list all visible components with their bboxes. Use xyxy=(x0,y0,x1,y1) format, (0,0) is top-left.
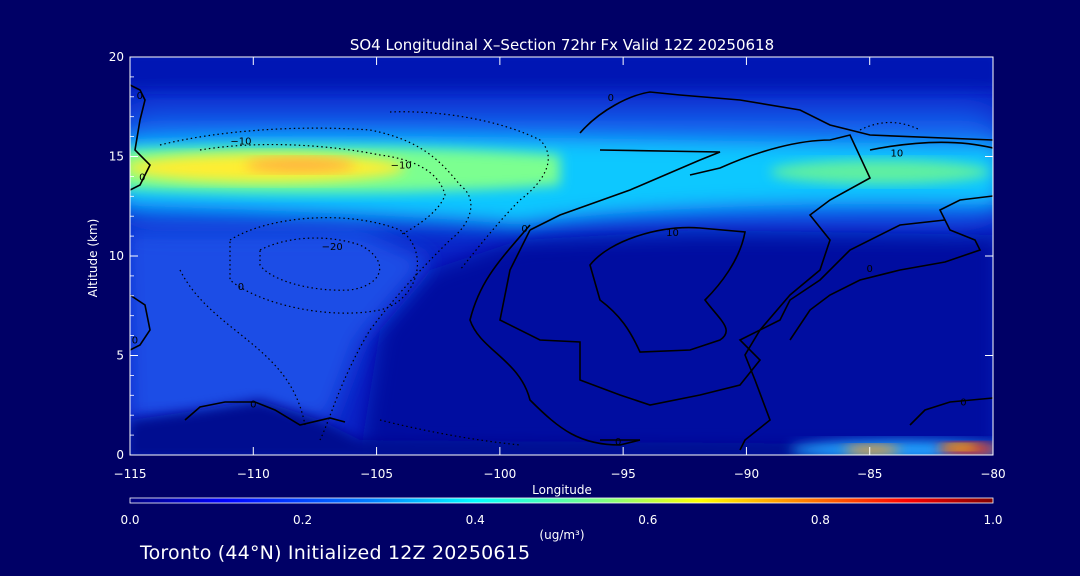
contour-neg-mid xyxy=(199,143,446,236)
concentration-field: 0 0 −10 −10 −20 0 0 10 10 0 0 0 0 0 0 xyxy=(130,57,993,455)
colorbar-tick-label: 1.0 xyxy=(983,513,1002,527)
y-axis-label: Altitude (km) xyxy=(86,219,100,298)
forecast-caption: Toronto (44°N) Initialized 12Z 20250615 xyxy=(140,542,531,564)
surface-hot-3 xyxy=(942,444,978,450)
x-axis: −115 −110 −105 −100 −95 −90 −85 −80 xyxy=(114,57,1006,481)
chart-title: SO4 Longitudinal X–Section 72hr Fx Valid… xyxy=(350,36,774,54)
contour-inner-core xyxy=(589,226,746,353)
contour-label: 0 xyxy=(521,224,527,235)
contour-label: 0 xyxy=(615,437,621,448)
x-tick-label: −85 xyxy=(857,467,882,481)
contour-labels: 0 0 −10 −10 −20 0 0 10 10 0 0 0 0 0 0 xyxy=(132,91,967,448)
colorbar: 0.0 0.2 0.4 0.6 0.8 1.0 (ug/m³) xyxy=(120,497,1003,542)
colorbar-tick-label: 0.4 xyxy=(466,513,485,527)
x-tick-label: −90 xyxy=(734,467,759,481)
y-tick-label: 0 xyxy=(116,448,124,462)
band-orange xyxy=(245,158,355,172)
contour-ten-north xyxy=(869,141,993,151)
contour-neg-20 xyxy=(259,237,381,291)
contour-surface-east xyxy=(909,397,993,426)
contour-label: 0 xyxy=(132,336,138,347)
contour-inner-ring xyxy=(529,149,721,231)
colorbar-tick-label: 0.0 xyxy=(120,513,139,527)
colorbar-unit-label: (ug/m³) xyxy=(539,528,584,542)
contour-label: 10 xyxy=(666,228,679,239)
y-tick-label: 15 xyxy=(109,150,124,164)
colorbar-tick-label: 0.6 xyxy=(638,513,657,527)
contour-east-ring xyxy=(789,195,993,341)
contour-mid-loop xyxy=(499,219,946,406)
contour-label: 0 xyxy=(608,93,614,104)
contour-west-lower xyxy=(130,294,151,351)
contour-zero-main xyxy=(469,224,641,446)
x-tick-label: −110 xyxy=(237,467,270,481)
contour-label: −10 xyxy=(230,137,251,148)
contour-label: 0 xyxy=(139,172,145,183)
field-top-dark xyxy=(130,57,993,90)
contour-neg-surface xyxy=(379,419,521,446)
x-tick-label: −100 xyxy=(483,467,516,481)
colorbar-bar xyxy=(129,497,994,504)
x-tick-label: −115 xyxy=(114,467,147,481)
colorbar-ticks: 0.0 0.2 0.4 0.6 0.8 1.0 xyxy=(120,513,1002,527)
contour-lines xyxy=(130,84,993,451)
contour-label: −20 xyxy=(322,242,343,253)
contour-west-upper xyxy=(130,84,151,191)
colorbar-tick-label: 0.8 xyxy=(811,513,830,527)
x-tick-label: −95 xyxy=(610,467,635,481)
contour-label: 0 xyxy=(867,264,873,275)
x-tick-label: −80 xyxy=(980,467,1005,481)
surface-hot-1 xyxy=(844,445,900,455)
contour-label: 10 xyxy=(890,149,903,160)
contour-label: 0 xyxy=(250,399,256,410)
field-west-medium xyxy=(130,230,430,420)
y-tick-label: 5 xyxy=(116,349,124,363)
x-tick-label: −105 xyxy=(360,467,393,481)
field-surface-dark xyxy=(130,400,993,455)
contour-label: 0 xyxy=(137,91,143,102)
contour-lines-negative xyxy=(159,111,921,446)
y-tick-label: 20 xyxy=(109,50,124,64)
contour-neg-west xyxy=(179,269,306,426)
contour-top-arc xyxy=(579,91,993,141)
contour-east-big xyxy=(689,134,872,451)
contour-surface-west xyxy=(184,401,346,426)
field-lower-dark xyxy=(360,230,993,455)
x-axis-label: Longitude xyxy=(532,483,592,497)
contour-label: 0 xyxy=(238,282,244,293)
y-tick-label: 10 xyxy=(109,249,124,263)
contour-label: 0 xyxy=(960,397,966,408)
contour-neg-upper xyxy=(389,111,549,271)
band-green-east xyxy=(770,160,990,184)
colorbar-tick-label: 0.2 xyxy=(293,513,312,527)
contour-label: −10 xyxy=(391,160,412,171)
